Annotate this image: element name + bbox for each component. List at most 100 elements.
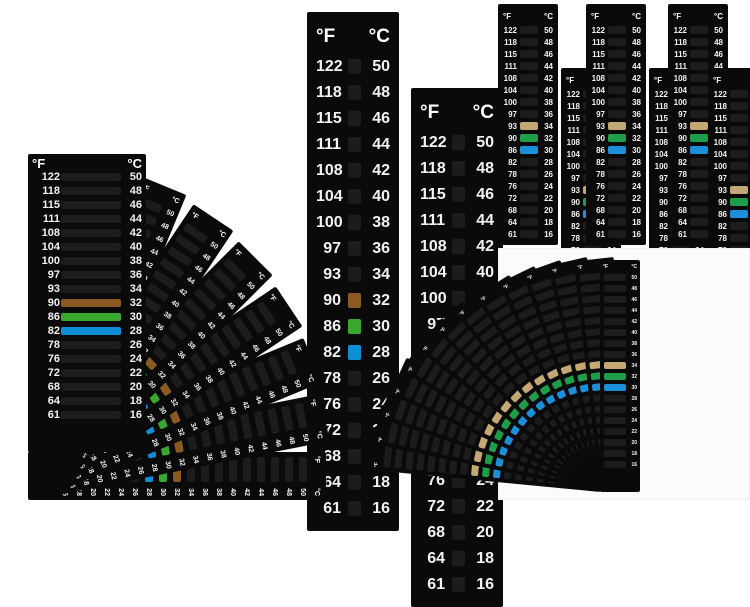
inactive-temperature-indicator bbox=[520, 158, 538, 166]
temperature-row: 40 bbox=[603, 327, 637, 338]
strip-header: °F °C bbox=[603, 262, 637, 272]
inactive-temperature-indicator bbox=[690, 50, 708, 58]
fahrenheit-value: 82 bbox=[323, 343, 341, 361]
fahrenheit-value: 76 bbox=[323, 395, 341, 413]
inactive-temperature-indicator bbox=[520, 62, 538, 70]
active-temperature-indicator bbox=[61, 327, 121, 335]
temperature-row: 30 bbox=[603, 382, 637, 393]
fahrenheit-value: 86 bbox=[596, 145, 605, 155]
inactive-temperature-indicator bbox=[608, 74, 626, 82]
cluster-thermometer-strip-3[interactable]: °F °C 122 50 118 48 115 46 111 44 108 42 104 40 100 38 9… bbox=[586, 4, 646, 245]
inactive-temperature-indicator bbox=[690, 110, 708, 118]
celsius-value: 24 bbox=[122, 468, 132, 478]
celsius-value: 32 bbox=[129, 297, 142, 309]
temperature-row: 76 24 bbox=[591, 180, 641, 192]
inactive-temperature-indicator bbox=[61, 201, 121, 209]
temperature-row: 72 22 bbox=[591, 192, 641, 204]
fahrenheit-value: 104 bbox=[41, 241, 60, 253]
temperature-row: 93 34 bbox=[503, 120, 553, 132]
celsius-value: 46 bbox=[631, 296, 637, 303]
inactive-temperature-indicator bbox=[348, 85, 361, 100]
inactive-temperature-indicator bbox=[520, 206, 538, 214]
temperature-row: 20 bbox=[603, 437, 637, 448]
left-fan-thermometer-strip-1[interactable]: °F °C 122 50 118 48 115 46 111 44 108 42 104 40 100 38 9… bbox=[28, 154, 146, 452]
celsius-value: 18 bbox=[631, 450, 637, 457]
fahrenheit-value: 90 bbox=[508, 133, 517, 143]
strip-header: °F °C bbox=[420, 96, 494, 130]
fahrenheit-unit-label: °F bbox=[308, 398, 317, 408]
celsius-value: 38 bbox=[215, 411, 225, 421]
celsius-value: 24 bbox=[631, 417, 637, 424]
temperature-row: 104 40 bbox=[316, 184, 390, 209]
right-fan-thermometer-strip-1[interactable]: °F °C 50 48 46 44 42 40 38 36 34 32 30 28 26 24 22 20 18 16 bbox=[600, 260, 640, 492]
temperature-row: 115 46 bbox=[503, 48, 553, 60]
fahrenheit-value: 61 bbox=[508, 229, 517, 239]
fahrenheit-value: 93 bbox=[718, 185, 727, 195]
inactive-temperature-indicator bbox=[690, 38, 708, 46]
celsius-value: 16 bbox=[632, 229, 641, 239]
celsius-value: 48 bbox=[631, 285, 637, 292]
celsius-value: 44 bbox=[260, 441, 269, 451]
celsius-value: 44 bbox=[714, 61, 723, 71]
fahrenheit-value: 90 bbox=[659, 197, 668, 207]
fahrenheit-unit-label: °F bbox=[566, 75, 575, 85]
fahrenheit-value: 104 bbox=[591, 85, 605, 95]
celsius-value: 42 bbox=[631, 318, 637, 325]
temperature-row: 82 28 bbox=[316, 340, 390, 365]
celsius-value: 34 bbox=[146, 333, 158, 344]
fahrenheit-unit-label: °F bbox=[313, 456, 320, 464]
celsius-value: 40 bbox=[476, 263, 494, 281]
celsius-value: 20 bbox=[632, 205, 641, 215]
temperature-row: 104 40 bbox=[420, 260, 494, 285]
cluster-thermometer-strip-1[interactable]: °F °C 122 50 118 48 115 46 111 44 108 42 104 40 100 38 9… bbox=[498, 4, 558, 245]
fahrenheit-value: 97 bbox=[571, 173, 580, 183]
inactive-temperature-indicator bbox=[520, 170, 538, 178]
temperature-row: 90 32 bbox=[316, 288, 390, 313]
inactive-temperature-indicator bbox=[348, 163, 361, 178]
celsius-value: 34 bbox=[187, 488, 195, 496]
inactive-temperature-indicator bbox=[604, 274, 626, 281]
temperature-row: 118 48 bbox=[420, 156, 494, 181]
temperature-row: 97 36 bbox=[591, 108, 641, 120]
temperature-row: 100 38 bbox=[316, 210, 390, 235]
celsius-value: 30 bbox=[164, 460, 173, 470]
celsius-value: 30 bbox=[631, 384, 637, 391]
inactive-temperature-indicator bbox=[285, 457, 293, 482]
fahrenheit-value: 108 bbox=[503, 73, 517, 83]
fahrenheit-unit-label: °F bbox=[394, 388, 403, 396]
celsius-value: 16 bbox=[631, 461, 637, 468]
celsius-value: 48 bbox=[201, 252, 212, 263]
inactive-temperature-indicator bbox=[348, 371, 361, 386]
celsius-value: 36 bbox=[372, 239, 390, 257]
fahrenheit-value: 72 bbox=[508, 193, 517, 203]
inactive-temperature-indicator bbox=[690, 170, 708, 178]
inactive-temperature-indicator bbox=[520, 86, 538, 94]
fahrenheit-value: 78 bbox=[47, 339, 60, 351]
celsius-value: 24 bbox=[117, 488, 125, 496]
celsius-value: 40 bbox=[129, 241, 142, 253]
fahrenheit-value: 82 bbox=[47, 325, 60, 337]
temperature-row: 42 bbox=[240, 456, 254, 496]
inactive-temperature-indicator bbox=[452, 135, 465, 150]
inactive-temperature-indicator bbox=[690, 62, 708, 70]
celsius-value: 26 bbox=[631, 406, 637, 413]
inactive-temperature-indicator bbox=[730, 150, 748, 158]
inactive-temperature-indicator bbox=[243, 457, 251, 482]
temperature-row: 108 42 bbox=[316, 158, 390, 183]
celsius-value: 48 bbox=[287, 435, 297, 445]
temperature-row: 32 bbox=[603, 371, 637, 382]
inactive-temperature-indicator bbox=[271, 457, 279, 482]
fahrenheit-value: 111 bbox=[316, 135, 341, 153]
celsius-value: 18 bbox=[476, 549, 494, 567]
celsius-value: 34 bbox=[544, 121, 553, 131]
temperature-row: 82 28 bbox=[503, 156, 553, 168]
fahrenheit-value: 78 bbox=[678, 169, 687, 179]
celsius-value: 38 bbox=[631, 340, 637, 347]
fahrenheit-value: 93 bbox=[659, 185, 668, 195]
fahrenheit-value: 68 bbox=[548, 484, 554, 485]
fahrenheit-value: 115 bbox=[316, 109, 342, 127]
temperature-row: 78 26 bbox=[32, 338, 142, 352]
celsius-value: 50 bbox=[208, 240, 220, 251]
